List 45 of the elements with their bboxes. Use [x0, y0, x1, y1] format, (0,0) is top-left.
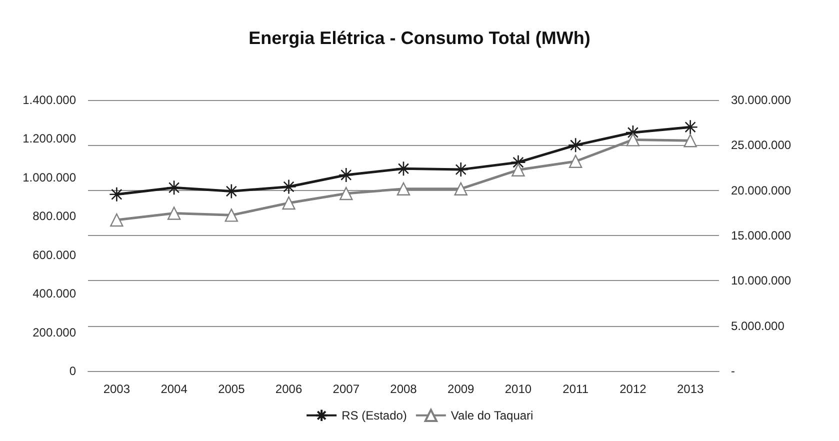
x-tick-label: 2013 [676, 382, 704, 396]
y2-tick-label: 15.000.000 [731, 228, 792, 242]
y2-tick-label: 5.000.000 [731, 318, 785, 333]
chart-title: Energia Elétrica - Consumo Total (MWh) [248, 28, 590, 48]
x-tick-label: 2003 [103, 382, 130, 396]
y-tick-label: 800.000 [32, 209, 76, 224]
point [626, 133, 640, 146]
point [338, 167, 354, 183]
x-tick-label: 2010 [504, 382, 532, 396]
x-tick-label: 2005 [218, 382, 246, 396]
x-tick-label: 2006 [275, 382, 302, 396]
y2-tick-label: 25.000.000 [731, 138, 792, 152]
point [110, 213, 124, 227]
y-tick-label: 1.000.000 [22, 170, 76, 184]
point [281, 179, 296, 194]
x-tick-label: 2007 [332, 382, 360, 396]
x-tick-label: 2008 [390, 382, 418, 396]
y-tick-label: 600.000 [32, 248, 76, 262]
x-tick-label: 2009 [448, 382, 475, 396]
point [109, 186, 124, 202]
y2-tick-label: 10.000.000 [731, 274, 792, 288]
y-tick-label: 200.000 [32, 325, 76, 340]
point [167, 206, 181, 220]
point [224, 208, 238, 222]
point [282, 196, 296, 210]
y2-tick-label: 30.000.000 [731, 93, 792, 107]
point [510, 154, 526, 170]
point [396, 182, 410, 196]
point [512, 163, 525, 176]
point [568, 138, 584, 153]
point [568, 154, 582, 168]
y-tick-label: 1.400.000 [22, 93, 76, 107]
y-tick-label: 1.200.000 [22, 132, 76, 146]
y-tick-label: 0 [69, 364, 76, 378]
point [454, 182, 468, 196]
legend-label: Vale do Taquari [450, 408, 534, 422]
x-tick-label: 2004 [160, 382, 188, 396]
point [340, 186, 353, 200]
x-tick-label: 2012 [620, 382, 647, 396]
y2-tick-label: - [731, 364, 735, 378]
x-tick-label: 2011 [562, 382, 589, 396]
legend-label: RS (Estado) [342, 408, 407, 422]
y-tick-label: 400.000 [32, 286, 76, 301]
point [684, 134, 697, 148]
y2-tick-label: 20.000.000 [731, 183, 792, 198]
